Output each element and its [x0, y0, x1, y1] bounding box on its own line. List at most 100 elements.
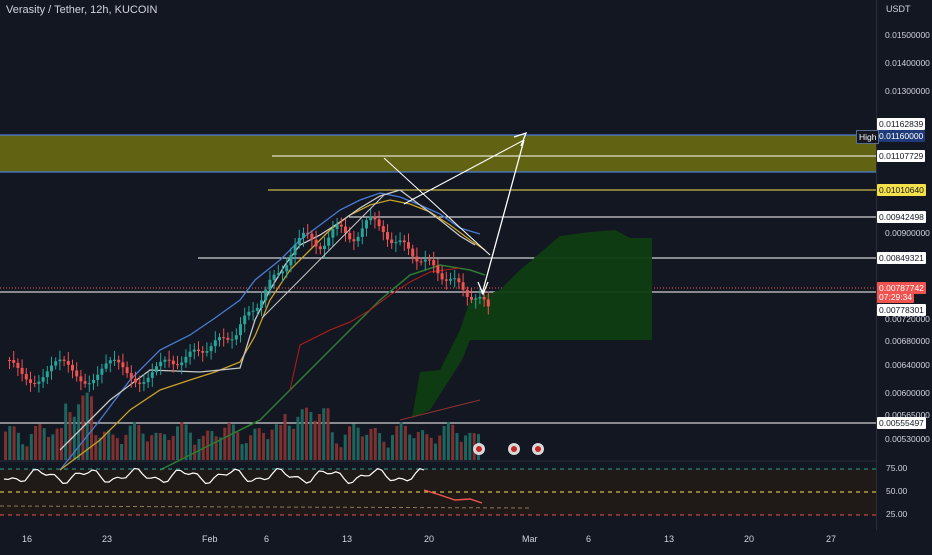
volume-bar [98, 437, 102, 460]
candle-body [331, 229, 335, 238]
candle-body [150, 372, 154, 378]
candle-body [83, 381, 87, 384]
candle-body [163, 359, 167, 362]
volume-bar [163, 434, 167, 460]
candle-body [465, 289, 469, 297]
candle-body [29, 379, 32, 383]
volume-bar [257, 428, 261, 460]
candle-body [377, 219, 381, 227]
candle-body [129, 373, 133, 379]
volume-bar [94, 435, 98, 460]
volume-bar [59, 428, 63, 460]
symbol-title[interactable]: Verasity / Tether, 12h, KUCOIN [6, 4, 158, 16]
volume-bar [85, 392, 89, 460]
price-label: 0.01010640 [877, 184, 926, 196]
volume-bar [438, 435, 442, 460]
volume-bar [55, 428, 59, 460]
price-label: 07:29:34 [877, 291, 915, 303]
time-tick: 6 [586, 534, 592, 544]
candle-body [314, 239, 318, 247]
volume-bar [266, 439, 270, 460]
event-icon-dot [511, 446, 517, 452]
price-tick: 0.01400000 [885, 58, 930, 68]
volume-bar [128, 425, 132, 460]
price-tick: 0.00720000 [885, 314, 930, 324]
candle-body [176, 364, 179, 366]
volume-bar [236, 432, 240, 460]
candle-body [113, 359, 116, 361]
volume-bar [12, 426, 16, 460]
volume-bar [464, 435, 468, 460]
volume-bar [343, 434, 347, 460]
candle-body [62, 359, 66, 361]
price-label: 0.00942498 [877, 211, 926, 223]
rsi-tick: 50.00 [886, 486, 908, 496]
volume-bar [51, 434, 55, 460]
price-tick: 0.00565000 [885, 410, 930, 420]
candle-body [293, 244, 297, 256]
volume-bar [296, 416, 300, 460]
volume-bar [249, 435, 253, 460]
candle-body [218, 337, 221, 341]
candle-body [209, 346, 213, 352]
time-tick: 23 [102, 534, 113, 544]
ma-grey [59, 189, 476, 451]
candle-body [373, 216, 377, 220]
candle-body [100, 368, 104, 375]
volume-bar [227, 422, 231, 460]
volume-bar [107, 430, 111, 460]
candle-body [12, 360, 16, 363]
volume-bar [68, 412, 72, 460]
candle-body [444, 279, 448, 281]
candle-body [352, 239, 356, 242]
volume-bar [64, 403, 68, 460]
time-tick: 20 [424, 534, 435, 544]
volume-bar [210, 430, 214, 460]
candle-body [251, 310, 255, 312]
candle-body [411, 248, 415, 257]
price-axis[interactable] [876, 0, 932, 530]
candle-body [449, 278, 452, 281]
volume-bar [133, 422, 136, 460]
candle-body [188, 351, 192, 357]
volume-bar [386, 447, 390, 460]
ma-blue [59, 192, 481, 471]
candle-body [75, 370, 79, 377]
candle-body [339, 224, 343, 227]
volume-bar [42, 428, 46, 460]
volume-bar [408, 434, 412, 460]
volume-bar [309, 412, 313, 460]
candle-body [79, 376, 83, 382]
candle-body [247, 311, 251, 316]
volume-bar [4, 431, 7, 460]
rsi-ma-line [0, 505, 531, 509]
volume-bar [468, 432, 472, 460]
volume-bar [399, 422, 403, 460]
candle-body [432, 260, 436, 266]
candle-body [306, 232, 310, 234]
candle-body [402, 240, 406, 243]
candle-body [381, 226, 385, 233]
candle-body [50, 365, 53, 372]
candle-body [201, 351, 205, 353]
volume-bar [455, 433, 459, 460]
candle-body [184, 356, 188, 363]
volume-bar [339, 447, 343, 460]
candle-body [54, 361, 58, 366]
time-tick: Mar [522, 534, 538, 544]
volume-bar [29, 434, 33, 460]
volume-bar [34, 425, 38, 460]
candle-body [41, 377, 45, 382]
candle-body [478, 296, 482, 299]
candle-body [436, 265, 440, 274]
candle-body [243, 315, 247, 325]
volume-bar [283, 414, 287, 460]
volume-bar [167, 439, 171, 460]
time-tick: 13 [664, 534, 675, 544]
candle-body [8, 360, 11, 361]
volume-bar [158, 433, 162, 460]
trendline-support [261, 194, 385, 319]
volume-bar [300, 409, 304, 460]
